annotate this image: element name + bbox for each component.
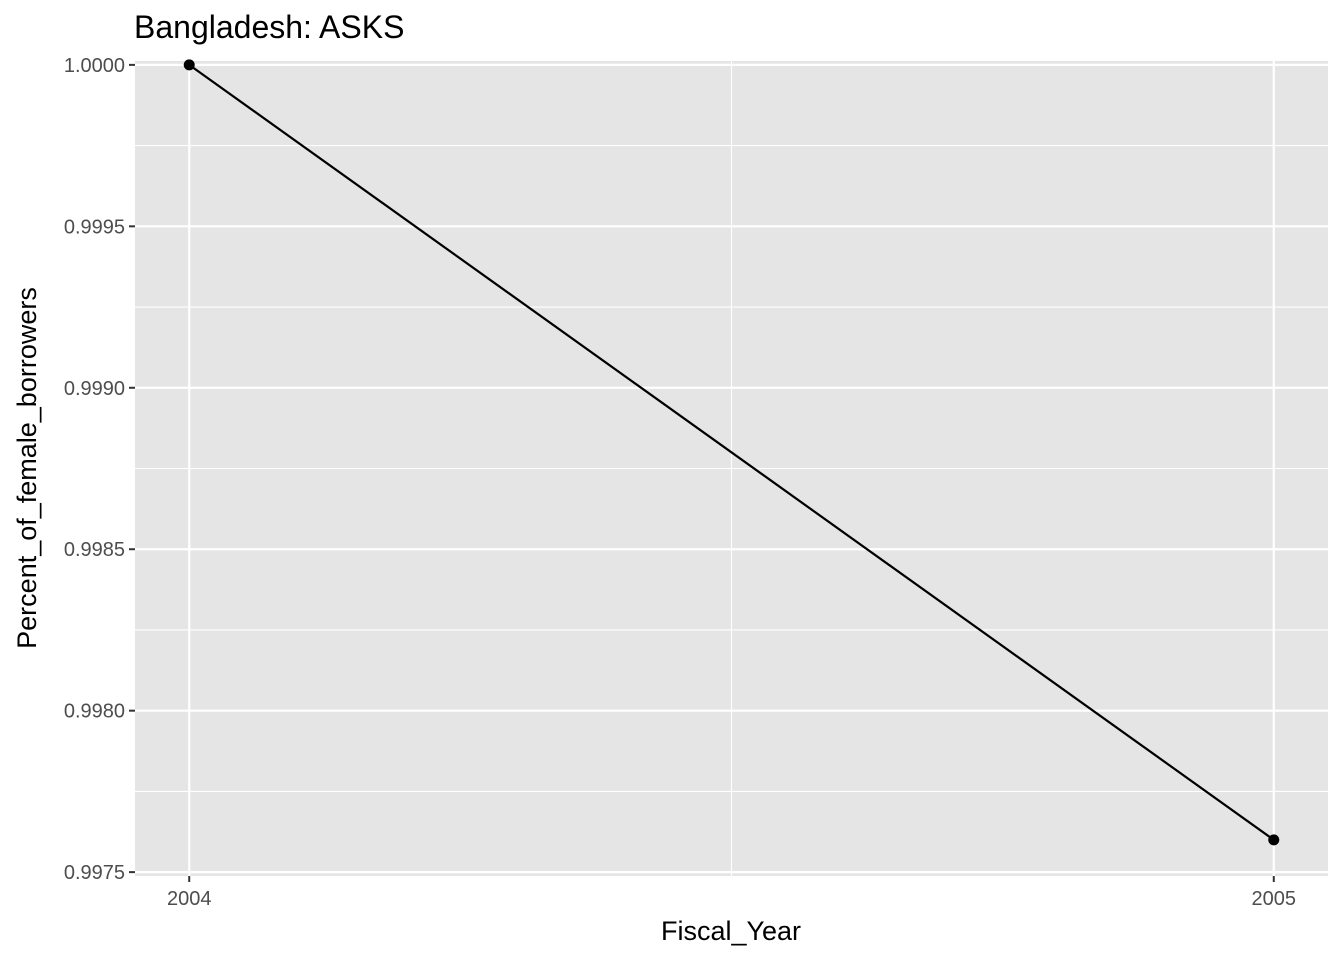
x-axis-ticks: 2004 2005 — [167, 876, 1296, 910]
y-tick-label: 0.9990 — [64, 378, 125, 400]
y-tick-label: 0.9980 — [64, 701, 125, 723]
series-line — [188, 63, 1275, 841]
y-tick-label: 0.9995 — [64, 216, 125, 238]
major-gridlines — [135, 61, 1328, 876]
y-axis-ticks: 1.0000 0.9995 0.9990 0.9985 0.9980 0.9975 — [64, 55, 135, 884]
x-tick-label: 2004 — [167, 888, 212, 910]
data-series — [183, 59, 1280, 846]
chart-title: Bangladesh: ASKS — [134, 9, 404, 45]
data-point — [183, 59, 195, 71]
data-point — [1268, 834, 1280, 846]
y-tick-label: 1.0000 — [64, 55, 125, 77]
x-tick-label: 2005 — [1252, 888, 1297, 910]
x-axis-title: Fiscal_Year — [661, 916, 801, 946]
minor-gridlines — [135, 61, 1328, 876]
y-tick-label: 0.9975 — [64, 862, 125, 884]
y-axis-title: Percent_of_female_borrowers — [12, 287, 42, 649]
y-tick-label: 0.9985 — [64, 539, 125, 561]
